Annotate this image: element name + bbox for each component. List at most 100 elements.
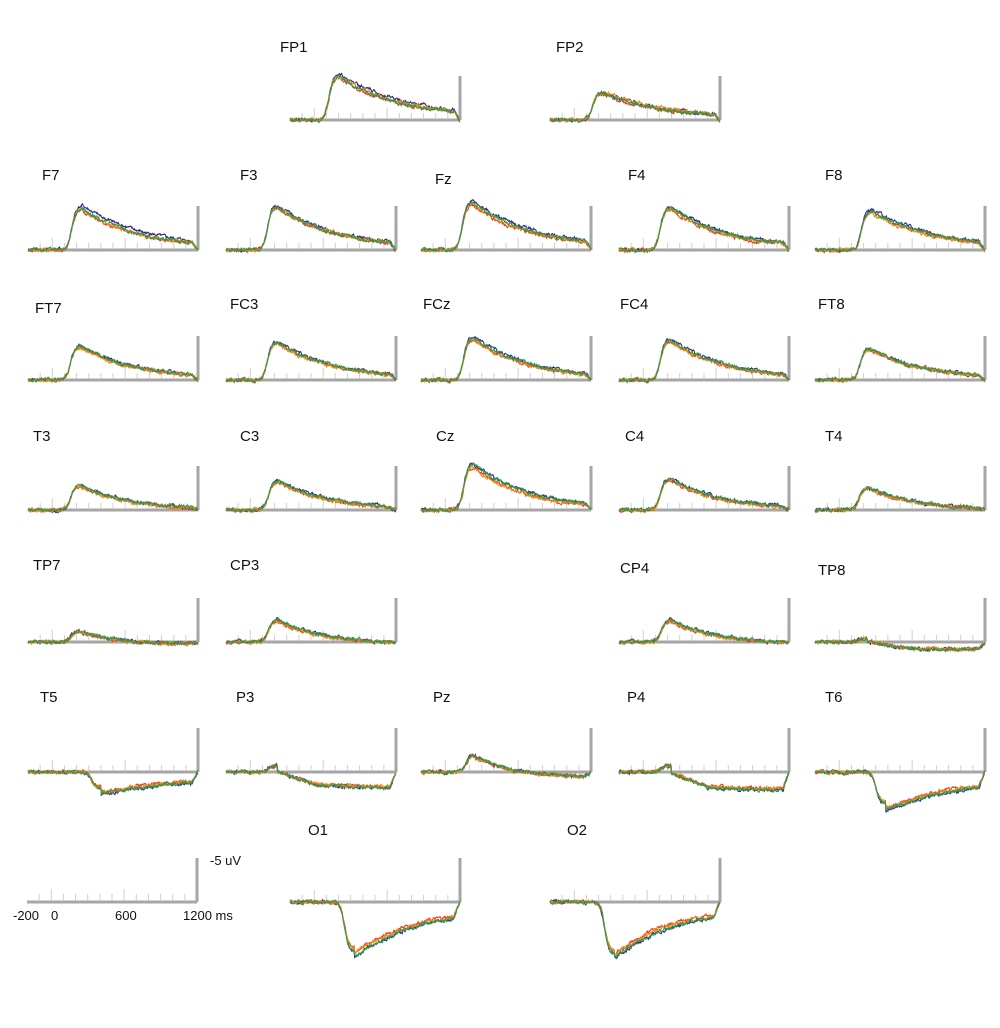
channel-label: FT8 xyxy=(818,296,845,313)
channel-label: TP8 xyxy=(818,562,846,579)
channel-panel-ft8: FT8 xyxy=(814,296,987,383)
channel-panel-cp4: CP4 xyxy=(618,560,791,646)
erp-trace-4 xyxy=(225,205,397,253)
erp-trace-4 xyxy=(420,336,592,384)
channel-panel-fp1: FP1 xyxy=(280,39,462,124)
channel-label: CP3 xyxy=(230,557,259,574)
channel-label: CP4 xyxy=(620,560,649,577)
erp-trace-4 xyxy=(618,763,790,794)
channel-panel-t3: T3 xyxy=(27,428,200,514)
erp-trace-4 xyxy=(225,617,397,645)
channel-panel-fp2: FP2 xyxy=(549,39,722,124)
channel-label: TP7 xyxy=(33,557,61,574)
channel-panel-o2: O2 xyxy=(549,822,722,960)
channel-panel-o1: O1 xyxy=(289,822,462,959)
channel-panel-fc4: FC4 xyxy=(618,296,791,384)
channel-label: FCz xyxy=(423,296,451,313)
erp-trace-4 xyxy=(618,337,790,384)
erp-trace-1 xyxy=(289,898,461,959)
erp-trace-3 xyxy=(225,205,397,253)
erp-trace-4 xyxy=(420,754,592,780)
erp-trace-1 xyxy=(549,898,721,960)
channel-label: T4 xyxy=(825,428,843,445)
channel-label: FP1 xyxy=(280,39,308,56)
erp-trace-3 xyxy=(549,898,721,957)
channel-label: FP2 xyxy=(556,39,584,56)
erp-trace-4 xyxy=(27,483,199,513)
channel-panel-c3: C3 xyxy=(225,428,398,514)
erp-trace-4 xyxy=(225,340,397,384)
channel-label: P3 xyxy=(236,689,254,706)
channel-panel-cz: Cz xyxy=(420,428,593,514)
erp-trace-4 xyxy=(814,346,986,383)
channel-panel-fz: Fz xyxy=(420,171,593,254)
channel-panel-f8: F8 xyxy=(814,167,987,254)
channel-label: F7 xyxy=(42,167,60,184)
erp-trace-3 xyxy=(420,465,592,514)
channel-panel-p3: P3 xyxy=(225,689,398,791)
erp-trace-2 xyxy=(549,92,721,123)
channel-panel-cp3: CP3 xyxy=(225,557,398,646)
channel-label: Fz xyxy=(435,171,452,188)
erp-trace-4 xyxy=(225,763,397,791)
channel-label: O1 xyxy=(308,822,328,839)
channel-label: C4 xyxy=(625,428,644,445)
erp-trace-2 xyxy=(289,76,461,123)
channel-panel-f3: F3 xyxy=(225,167,398,254)
erp-trace-4 xyxy=(27,628,199,647)
erp-trace-4 xyxy=(618,617,790,645)
channel-panel-f7: F7 xyxy=(27,167,200,253)
channel-panel-pz: Pz xyxy=(420,689,593,780)
channel-label: FC4 xyxy=(620,296,648,313)
scale-tick-label-minus200: -200 xyxy=(13,908,39,923)
channel-label: F3 xyxy=(240,167,258,184)
erp-trace-2 xyxy=(289,899,461,955)
channel-label: Cz xyxy=(436,428,454,445)
scale-ticks xyxy=(38,889,186,901)
channel-panel-fc3: FC3 xyxy=(225,296,398,384)
erp-trace-2 xyxy=(549,898,721,957)
channel-label: FT7 xyxy=(35,300,62,317)
scale-tick-label-0: 0 xyxy=(51,908,58,923)
channel-panels: FP1 FP2 F7 F3 Fz F4 F8 FT7 FC3 FCz FC4 FT8 T3 C3 Cz C4 T… xyxy=(27,39,987,960)
erp-trace-4 xyxy=(27,205,199,253)
erp-trace-3 xyxy=(289,898,461,955)
channel-panel-ft7: FT7 xyxy=(27,300,200,383)
erp-trace-4 xyxy=(814,485,986,514)
scale-amplitude-label: -5 uV xyxy=(210,853,241,868)
erp-trace-3 xyxy=(814,768,986,810)
channel-label: F8 xyxy=(825,167,843,184)
channel-panel-p4: P4 xyxy=(618,689,791,794)
scale-tick-label-1200: 1200 ms xyxy=(183,908,233,923)
erp-trace-4 xyxy=(549,91,721,123)
channel-panel-fcz: FCz xyxy=(420,296,593,384)
erp-trace-4 xyxy=(420,200,592,253)
channel-panel-tp7: TP7 xyxy=(27,557,200,647)
channel-label: P4 xyxy=(627,689,645,706)
erp-trace-4 xyxy=(618,477,790,514)
erp-trace-4 xyxy=(549,898,721,959)
channel-panel-t6: T6 xyxy=(814,689,987,813)
channel-label: O2 xyxy=(567,822,587,839)
channel-label: T6 xyxy=(825,689,843,706)
erp-trace-4 xyxy=(814,636,986,653)
erp-trace-4 xyxy=(225,478,397,514)
erp-trace-4 xyxy=(289,899,461,958)
channel-panel-t5: T5 xyxy=(27,689,200,797)
channel-label: T3 xyxy=(33,428,51,445)
erp-trace-4 xyxy=(27,344,199,383)
erp-trace-3 xyxy=(225,480,397,513)
channel-label: T5 xyxy=(40,689,58,706)
channel-label: C3 xyxy=(240,428,259,445)
scale-tick-label-600: 600 xyxy=(115,908,137,923)
erp-trace-4 xyxy=(27,769,199,796)
channel-panel-tp8: TP8 xyxy=(814,562,987,653)
channel-panel-c4: C4 xyxy=(618,428,791,514)
erp-trace-4 xyxy=(289,74,461,124)
channel-label: F4 xyxy=(628,167,646,184)
channel-panel-f4: F4 xyxy=(618,167,791,254)
erp-trace-4 xyxy=(420,462,592,514)
erp-trace-4 xyxy=(815,768,986,811)
channel-label: FC3 xyxy=(230,296,258,313)
